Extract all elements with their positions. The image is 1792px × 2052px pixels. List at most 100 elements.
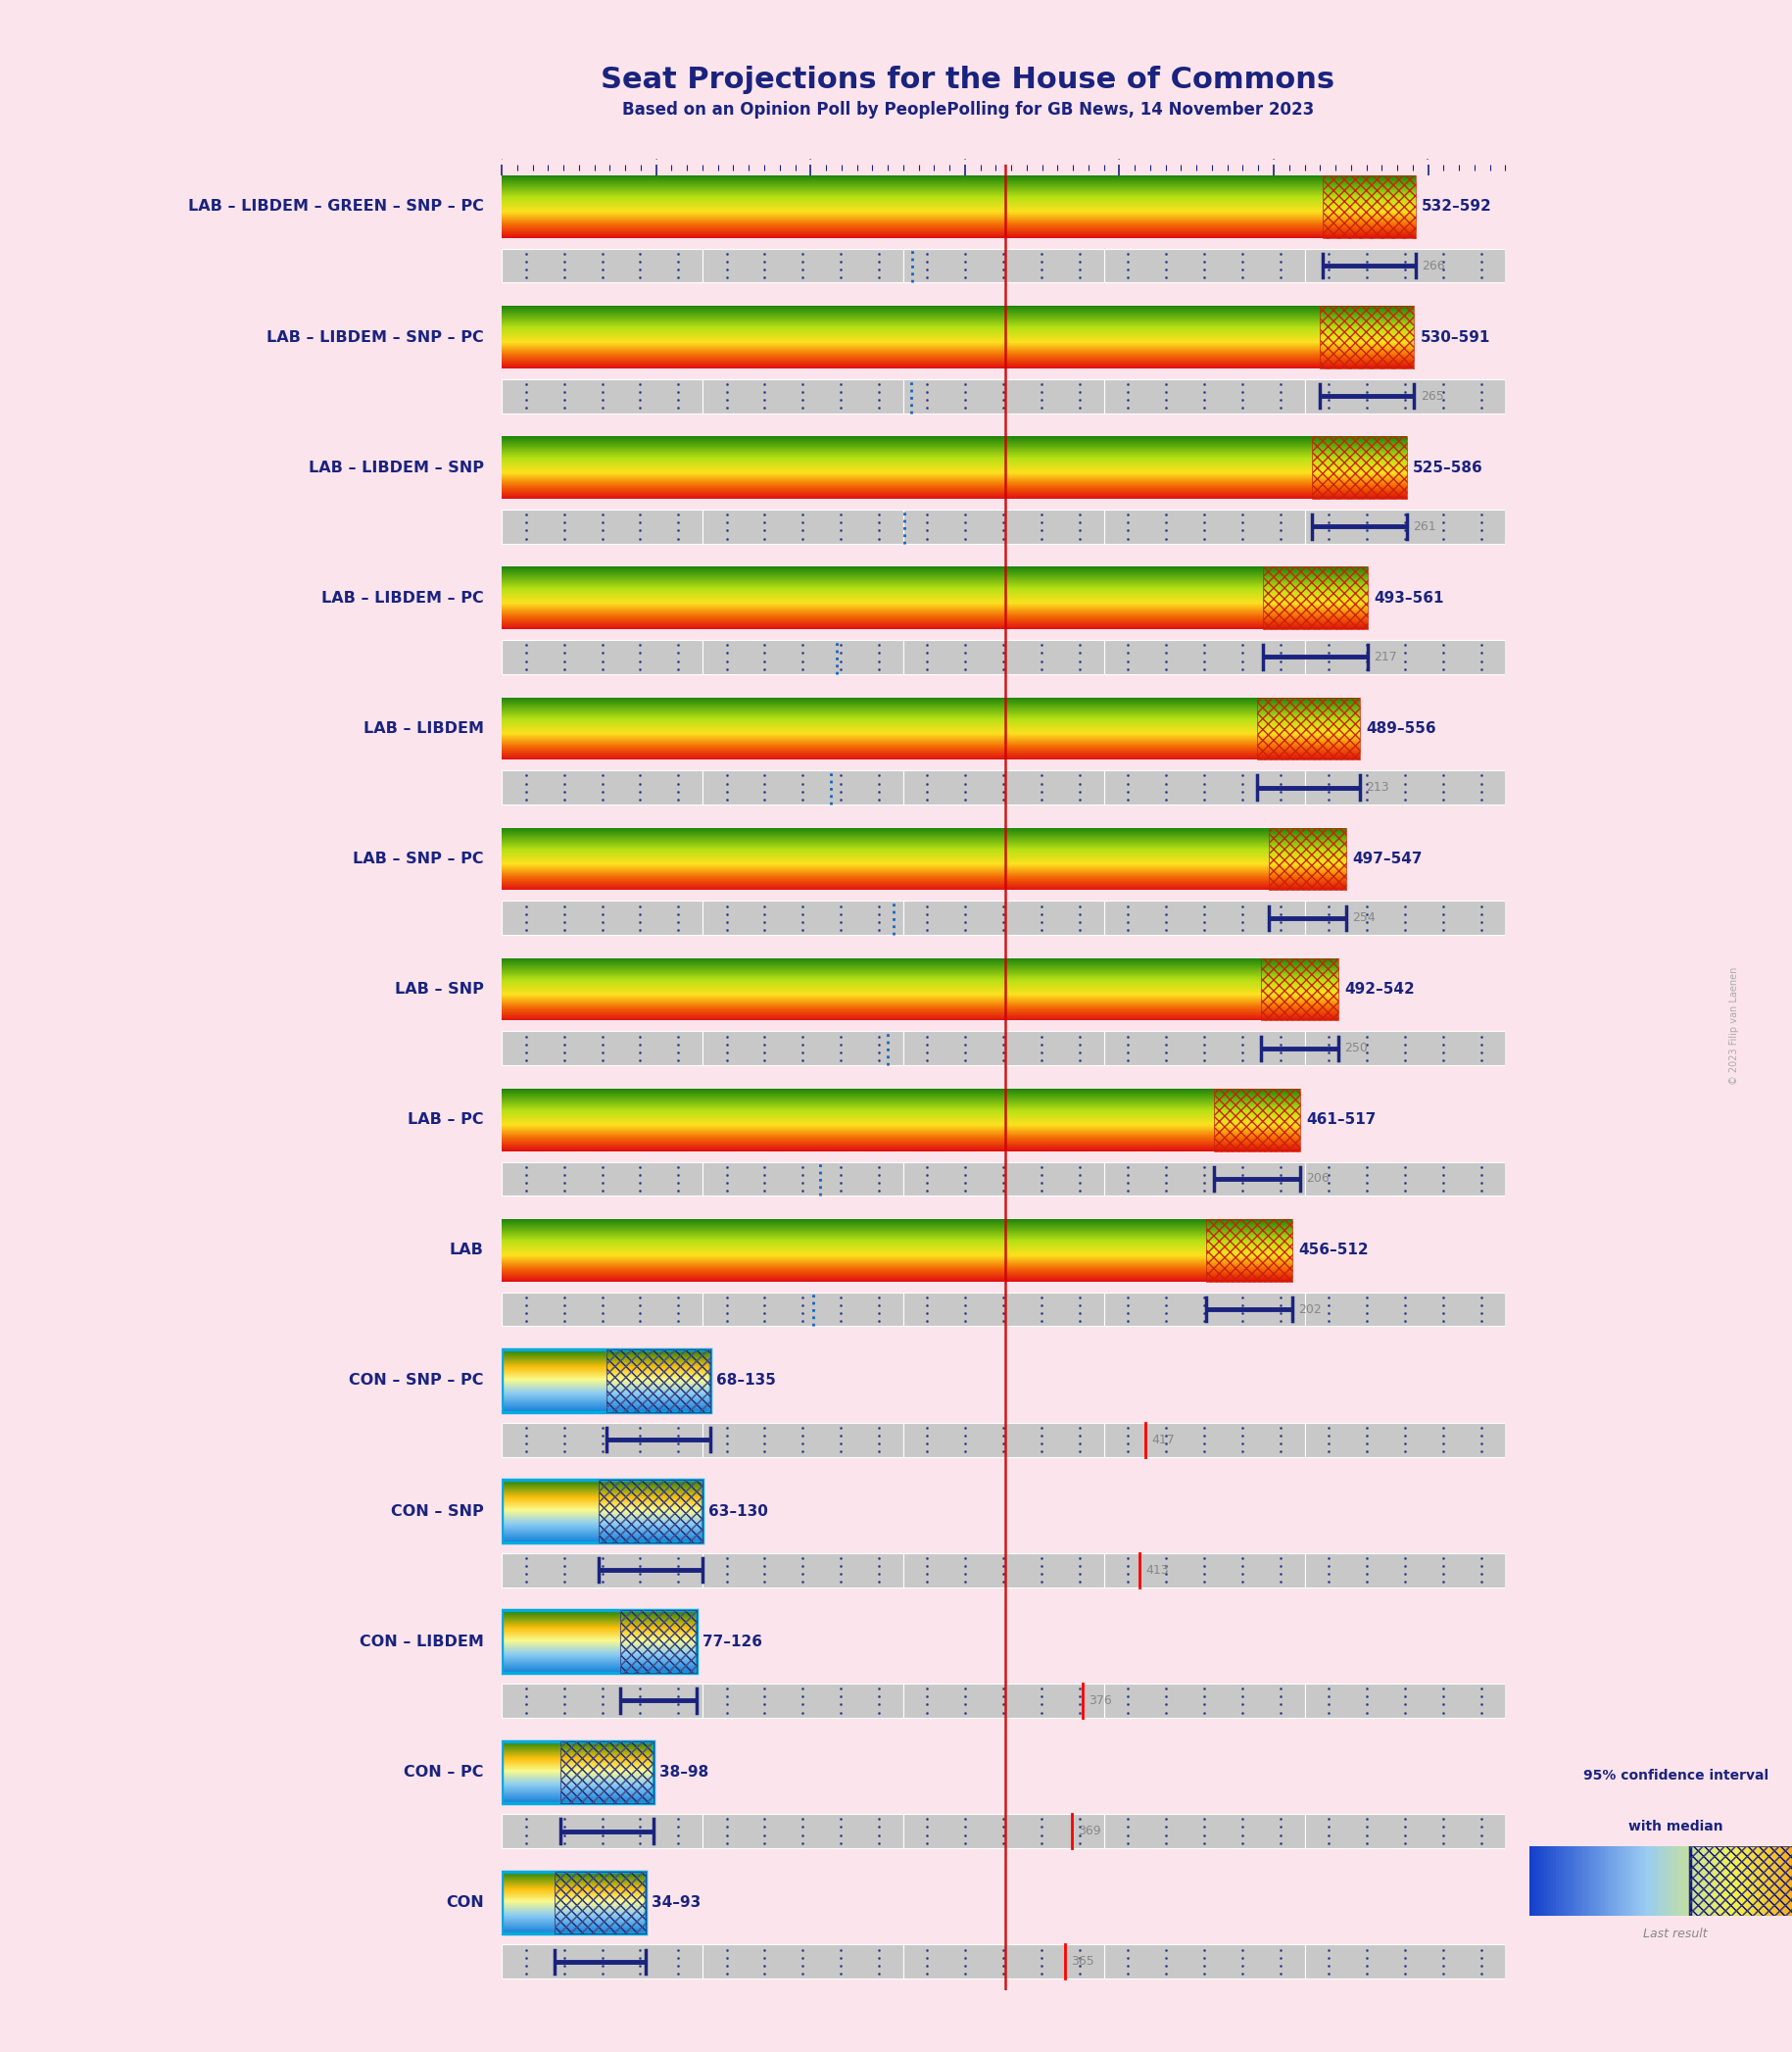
Bar [1305, 770, 1505, 804]
Bar [1269, 827, 1346, 891]
Text: Based on an Opinion Poll by PeoplePolling for GB News, 14 November 2023: Based on an Opinion Poll by PeoplePollin… [622, 101, 1314, 119]
Text: 261: 261 [1412, 521, 1435, 534]
Bar [702, 640, 903, 673]
Text: LAB – LIBDEM – PC: LAB – LIBDEM – PC [321, 591, 484, 605]
Bar [903, 509, 1104, 544]
Text: 254: 254 [1353, 911, 1376, 923]
Bar [903, 1945, 1104, 1978]
Text: 461–517: 461–517 [1306, 1112, 1376, 1127]
Bar [903, 1032, 1104, 1065]
Bar [702, 1553, 903, 1586]
Text: LAB – SNP – PC: LAB – SNP – PC [353, 852, 484, 866]
Bar [1305, 1422, 1505, 1457]
Text: 95% confidence interval: 95% confidence interval [1582, 1769, 1769, 1781]
Bar [903, 901, 1104, 936]
Bar [702, 1293, 903, 1326]
Bar [1305, 1032, 1505, 1065]
Text: 369: 369 [1077, 1824, 1100, 1837]
Text: 202: 202 [1299, 1303, 1322, 1315]
Text: 493–561: 493–561 [1374, 591, 1444, 605]
Bar [561, 1740, 652, 1804]
Bar [1305, 1683, 1505, 1718]
Text: © 2023 Filip van Laenen: © 2023 Filip van Laenen [1729, 966, 1740, 1086]
Text: CON: CON [446, 1896, 484, 1910]
Bar [702, 1814, 903, 1849]
Bar [1256, 698, 1360, 759]
Bar [502, 770, 702, 804]
Text: 63–130: 63–130 [708, 1504, 769, 1518]
Text: 525–586: 525–586 [1412, 460, 1484, 474]
Bar [1104, 509, 1305, 544]
Bar [1305, 509, 1505, 544]
Bar [1104, 1814, 1305, 1849]
Text: CON – PC: CON – PC [403, 1765, 484, 1779]
Bar [903, 770, 1104, 804]
Bar [620, 1611, 697, 1672]
Bar [502, 1611, 697, 1672]
Text: CON – SNP – PC: CON – SNP – PC [349, 1373, 484, 1387]
Bar [502, 1479, 702, 1543]
Text: LAB – SNP: LAB – SNP [394, 983, 484, 997]
Bar [1305, 1161, 1505, 1196]
Bar [1305, 640, 1505, 673]
Text: 365: 365 [1072, 1956, 1095, 1968]
Bar [1305, 1814, 1505, 1849]
Text: CON – SNP: CON – SNP [391, 1504, 484, 1518]
Text: 217: 217 [1374, 650, 1398, 663]
Bar [599, 1479, 702, 1543]
Text: 206: 206 [1306, 1172, 1330, 1186]
Bar [1213, 1090, 1299, 1151]
Bar [903, 248, 1104, 283]
Text: LAB – LIBDEM: LAB – LIBDEM [364, 720, 484, 737]
Text: 497–547: 497–547 [1353, 852, 1423, 866]
Text: 68–135: 68–135 [717, 1373, 776, 1387]
Bar [607, 1350, 710, 1412]
Bar [903, 380, 1104, 412]
Bar [702, 248, 903, 283]
Bar [599, 1479, 702, 1543]
Bar [903, 1814, 1104, 1849]
Text: LAB – LIBDEM – SNP: LAB – LIBDEM – SNP [308, 460, 484, 474]
Text: 266: 266 [1421, 259, 1444, 273]
Bar [702, 509, 903, 544]
Bar [502, 1945, 702, 1978]
Bar [1104, 1032, 1305, 1065]
Text: 489–556: 489–556 [1366, 720, 1437, 737]
Bar [1322, 176, 1416, 238]
Bar [1104, 640, 1305, 673]
Bar [502, 380, 702, 412]
Bar [502, 1032, 702, 1065]
Bar [1104, 248, 1305, 283]
Text: CON – LIBDEM: CON – LIBDEM [360, 1633, 484, 1650]
Bar [502, 1553, 702, 1586]
Bar [1104, 1293, 1305, 1326]
Bar [502, 1350, 710, 1412]
Bar [702, 380, 903, 412]
Text: Seat Projections for the House of Commons: Seat Projections for the House of Common… [600, 66, 1335, 94]
Bar [502, 1683, 702, 1718]
Bar [903, 1422, 1104, 1457]
Text: 456–512: 456–512 [1299, 1244, 1369, 1258]
Text: with median: with median [1629, 1820, 1722, 1834]
Bar [1104, 1422, 1305, 1457]
Bar [502, 1740, 652, 1804]
Bar [502, 640, 702, 673]
Bar [502, 901, 702, 936]
Bar [1104, 1945, 1305, 1978]
Text: 77–126: 77–126 [702, 1633, 762, 1650]
Bar [1262, 958, 1339, 1020]
Bar [702, 1683, 903, 1718]
Text: 492–542: 492–542 [1344, 983, 1416, 997]
Text: 213: 213 [1366, 782, 1389, 794]
Text: Last result: Last result [1643, 1927, 1708, 1939]
Bar [1305, 248, 1505, 283]
Bar [1104, 770, 1305, 804]
Bar [502, 1871, 645, 1933]
Bar [1206, 1219, 1292, 1282]
Bar [1104, 1683, 1305, 1718]
Text: 530–591: 530–591 [1421, 330, 1491, 345]
Bar [702, 1032, 903, 1065]
Bar [502, 509, 702, 544]
Bar [702, 770, 903, 804]
Bar [903, 1553, 1104, 1586]
